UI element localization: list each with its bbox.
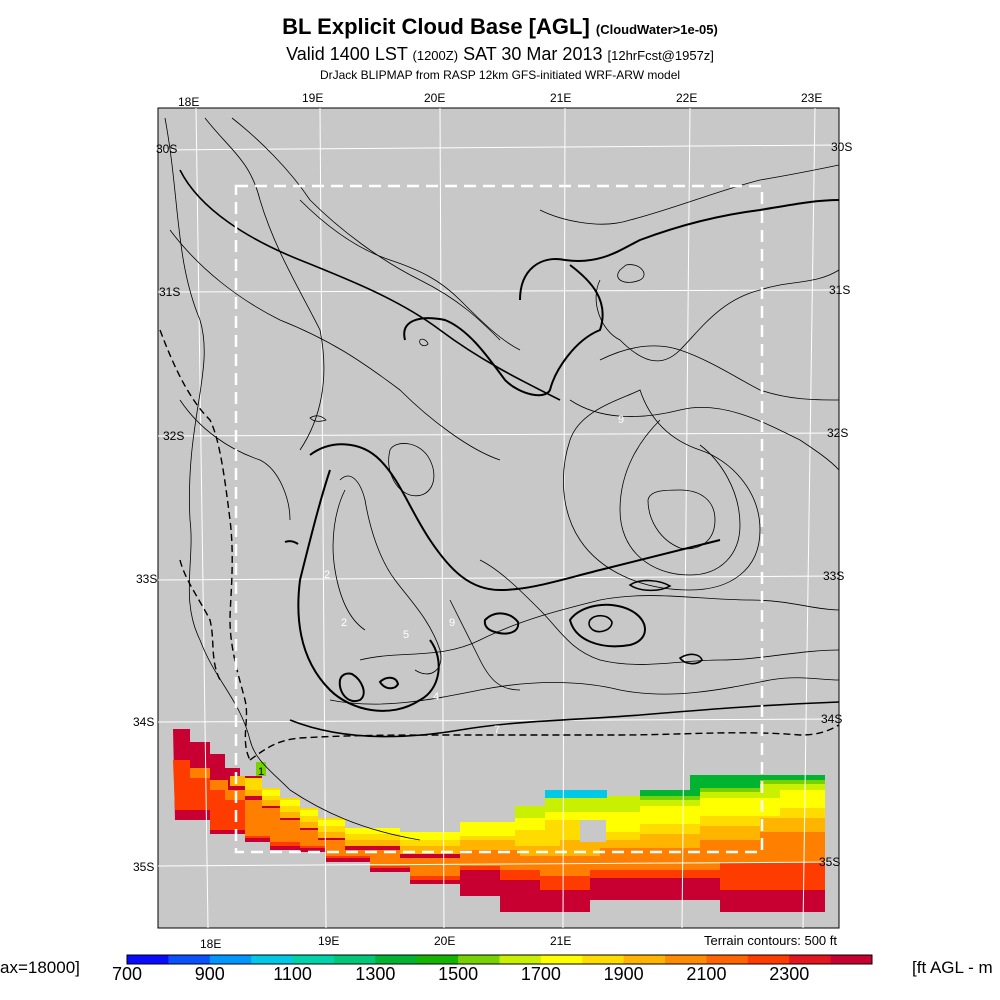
lat-label: 30S (831, 140, 852, 154)
color-scale-swatch (458, 955, 500, 964)
contour-label: 7 (494, 724, 500, 736)
lat-label: 34S (133, 715, 154, 729)
lat-label: 31S (159, 285, 180, 299)
color-scale-swatch (127, 955, 169, 964)
contour-label: 2 (341, 617, 347, 629)
color-scale-swatch (540, 955, 583, 964)
terrain-contour-note: Terrain contours: 500 ft (704, 933, 837, 948)
lon-label: 18E (200, 937, 221, 951)
color-scale-swatch (251, 955, 294, 964)
lon-label: 18E (178, 95, 199, 109)
cloud-base-field (173, 729, 825, 912)
color-scale-label: 700 (111, 964, 143, 984)
contour-label: 1 (258, 766, 264, 778)
lon-label: 21E (550, 91, 571, 105)
valid-time: Valid 1400 LST (1200Z) SAT 30 Mar 2013 [… (286, 44, 714, 64)
contour-label: 2 (324, 569, 330, 581)
lon-labels-top: 18E 19E 20E 21E 22E 23E (178, 91, 822, 109)
color-scale-swatch (789, 955, 832, 964)
band-1550-small (256, 762, 266, 776)
lon-label: 21E (550, 934, 571, 948)
lat-label: 32S (827, 426, 848, 440)
color-scale-swatch (747, 955, 790, 964)
contour-label: 5 (403, 629, 409, 641)
terrain-contours (159, 117, 840, 841)
lon-label: 19E (302, 91, 323, 105)
lat-label: 31S (829, 283, 850, 297)
graticule (157, 107, 840, 929)
color-scale-label: 1100 (273, 964, 312, 984)
lat-labels-left: 30S 31S 32S 33S 34S 35S (133, 142, 184, 874)
color-scale-swatch (706, 955, 749, 964)
band-2000 (190, 768, 825, 876)
lon-label: 20E (434, 934, 455, 948)
lat-label: 33S (136, 572, 157, 586)
band-1300 (545, 790, 607, 798)
contour-label: 9 (618, 414, 624, 426)
contour-label-group: 9 2 2 5 9 4 7 1 (258, 414, 624, 778)
units-note: [ft AGL - m (912, 958, 993, 977)
lon-label: 19E (318, 934, 339, 948)
lat-label: 32S (163, 429, 184, 443)
color-scale-swatch (209, 955, 252, 964)
color-scale-swatch (623, 955, 666, 964)
lon-label: 22E (676, 91, 697, 105)
color-scale-bar (126, 954, 873, 965)
max-value-note: ax=18000] (0, 958, 80, 977)
lat-label: 35S (819, 855, 840, 869)
color-scale-frame (126, 954, 873, 965)
lon-label: 23E (801, 91, 822, 105)
lon-labels-bottom: 18E 19E 20E 21E (200, 934, 571, 951)
color-scale-swatch (292, 955, 335, 964)
color-scale-label: 2100 (686, 964, 727, 984)
color-scale-label: 1700 (520, 964, 561, 984)
lat-label: 33S (823, 569, 844, 583)
color-scale-swatch (168, 955, 211, 964)
color-scale-label: 900 (194, 964, 225, 984)
color-scale-label: 1500 (438, 964, 479, 984)
model-subtitle: DrJack BLIPMAP from RASP 12km GFS-initia… (319, 68, 681, 82)
color-scale-swatch (375, 955, 418, 964)
color-scale-swatch (499, 955, 542, 964)
band-1500 (640, 775, 825, 796)
color-scale-swatch (582, 955, 625, 964)
contour-label: 4 (433, 691, 439, 703)
color-scale-swatch (333, 955, 376, 964)
lat-label: 30S (156, 142, 177, 156)
color-scale-swatch (665, 955, 707, 964)
color-scale-label: 1300 (355, 964, 396, 984)
color-scale-label: 2300 (769, 964, 810, 984)
lat-label: 34S (821, 712, 842, 726)
lon-label: 20E (424, 91, 445, 105)
color-scale-label: 1900 (603, 964, 644, 984)
color-scale-swatch (416, 955, 459, 964)
chart-title: BL Explicit Cloud Base [AGL] (CloudWater… (282, 14, 718, 39)
lat-label: 35S (133, 860, 154, 874)
contour-label: 9 (449, 617, 455, 629)
lat-labels-right: 30S 31S 32S 33S 34S 35S (819, 140, 852, 869)
field-gap (580, 820, 606, 842)
inner-domain-box (234, 184, 764, 854)
color-scale-swatch (830, 955, 873, 964)
